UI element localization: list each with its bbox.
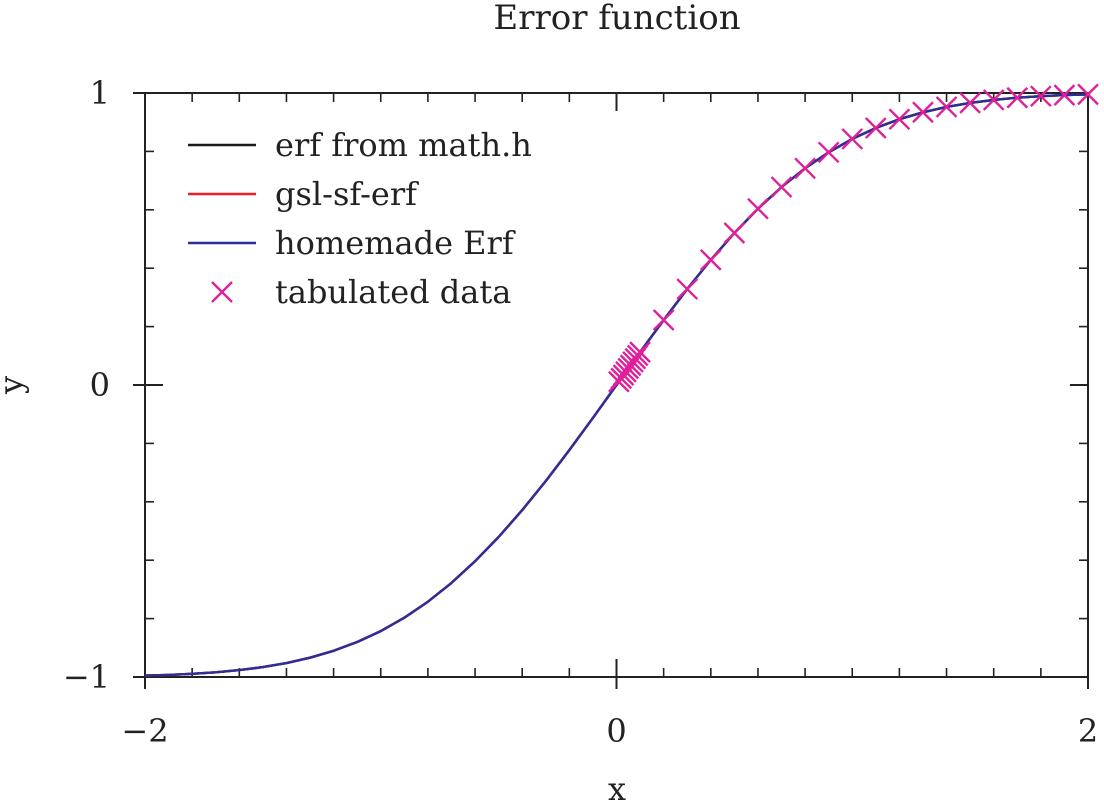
marker-stroke	[1053, 84, 1076, 106]
legend-entry: erf from math.h	[188, 126, 532, 164]
legend: erf from math.h gsl-sf-erf homemade Erf tab…	[188, 126, 532, 311]
legend-label: homemade Erf	[275, 224, 516, 262]
data-point-tabulated-data	[747, 197, 769, 220]
data-point-tabulated-data	[1053, 84, 1076, 106]
y-tick-label: 0	[90, 366, 110, 404]
marker-stroke	[817, 141, 840, 164]
data-point-tabulated-data	[699, 249, 722, 271]
marker-stroke	[912, 101, 934, 124]
marker-stroke	[723, 222, 746, 244]
x-axis-label: x	[608, 770, 626, 805]
y-axis-label: y	[0, 376, 30, 395]
x-tick-label: 2	[1078, 712, 1098, 750]
data-point-tabulated-data	[770, 176, 793, 198]
data-point-tabulated-data	[935, 96, 958, 118]
data-point-tabulated-data	[982, 89, 1005, 111]
data-point-tabulated-data	[629, 341, 651, 363]
legend-label: erf from math.h	[275, 126, 532, 164]
legend-entry: tabulated data	[211, 273, 511, 311]
x-tick-label: 0	[606, 712, 626, 750]
data-point-tabulated-data	[841, 128, 864, 150]
data-point-tabulated-data	[794, 157, 816, 180]
marker-stroke	[935, 96, 958, 118]
marker-stroke	[982, 89, 1005, 111]
marker-stroke	[676, 278, 699, 300]
legend-label: gsl-sf-erf	[275, 175, 419, 213]
data-point-tabulated-data	[1077, 83, 1099, 106]
data-point-tabulated-data	[723, 222, 746, 244]
marker-stroke	[652, 309, 675, 331]
data-point-tabulated-data	[1006, 86, 1029, 109]
marker-stroke	[959, 92, 981, 114]
data-point-tabulated-data	[912, 101, 934, 124]
marker-stroke	[699, 249, 722, 271]
x-tick-label: −2	[121, 712, 168, 750]
marker-stroke	[888, 108, 911, 131]
marker-stroke	[794, 157, 816, 180]
chart-title: Error function	[493, 0, 740, 38]
marker-stroke	[629, 341, 651, 363]
data-point-tabulated-data	[817, 141, 840, 164]
legend-entry: homemade Erf	[188, 224, 516, 262]
legend-label: tabulated data	[275, 273, 511, 311]
y-tick-label: −1	[63, 658, 110, 696]
marker-stroke	[1006, 86, 1029, 109]
data-point-tabulated-data	[652, 309, 675, 331]
marker-stroke	[1030, 85, 1052, 108]
ticks: −2 0 2 −1 0 1	[63, 74, 1098, 750]
legend-entry: gsl-sf-erf	[188, 175, 419, 213]
marker-stroke	[1077, 83, 1099, 106]
data-point-tabulated-data	[888, 108, 911, 131]
series-layer	[144, 83, 1099, 677]
y-tick-label: 1	[90, 74, 110, 112]
data-point-tabulated-data	[676, 278, 699, 300]
marker-stroke	[747, 197, 769, 220]
marker-stroke	[770, 176, 793, 198]
marker-stroke	[864, 117, 887, 139]
data-point-tabulated-data	[1030, 85, 1052, 108]
data-point-tabulated-data	[959, 92, 981, 114]
data-point-tabulated-data	[864, 117, 887, 139]
marker-stroke	[841, 128, 864, 150]
legend-swatch	[211, 281, 233, 303]
